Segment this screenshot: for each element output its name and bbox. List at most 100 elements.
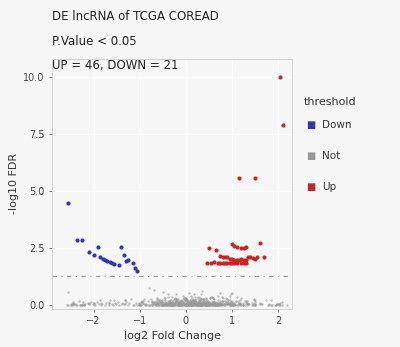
Point: [184, 297, 191, 303]
Point: [186, 299, 192, 305]
Point: [217, 302, 224, 308]
Point: [91, 301, 98, 306]
Point: [180, 299, 186, 305]
Point: [156, 298, 162, 303]
Point: [197, 299, 203, 305]
Point: [168, 300, 174, 305]
Point: [199, 302, 205, 307]
Point: [184, 302, 190, 307]
Point: [274, 302, 281, 307]
Point: [160, 302, 166, 308]
Point: [213, 301, 219, 307]
Point: [188, 301, 194, 307]
Point: [176, 298, 183, 304]
Point: [151, 287, 158, 293]
Point: [191, 303, 198, 308]
Point: [184, 298, 190, 304]
Point: [65, 200, 71, 205]
Point: [220, 260, 226, 265]
Point: [204, 260, 210, 266]
Point: [228, 300, 234, 306]
Point: [202, 303, 209, 308]
Point: [202, 301, 208, 306]
Point: [137, 302, 143, 307]
Point: [236, 301, 242, 306]
Point: [122, 301, 128, 307]
Point: [169, 294, 175, 300]
Point: [252, 256, 258, 261]
Point: [112, 301, 119, 307]
Point: [191, 291, 197, 297]
Point: [136, 301, 143, 306]
Point: [192, 300, 198, 305]
Point: [201, 302, 207, 307]
Point: [235, 303, 242, 308]
Point: [198, 301, 205, 306]
Point: [234, 298, 241, 304]
Point: [189, 299, 196, 305]
Point: [145, 302, 151, 308]
Point: [210, 259, 217, 265]
Point: [218, 301, 224, 306]
Point: [190, 300, 196, 306]
Point: [151, 300, 158, 305]
Point: [175, 300, 181, 306]
Point: [206, 300, 212, 306]
Point: [240, 257, 247, 263]
Point: [185, 299, 191, 305]
Point: [186, 300, 192, 306]
Point: [69, 301, 76, 307]
Point: [203, 299, 210, 305]
Point: [190, 302, 197, 308]
Point: [176, 302, 182, 308]
Point: [219, 302, 226, 308]
Point: [243, 301, 250, 306]
Point: [221, 301, 227, 307]
Point: [85, 302, 92, 307]
Point: [192, 299, 199, 305]
Point: [198, 298, 204, 303]
Point: [230, 301, 236, 306]
Point: [164, 302, 170, 308]
Point: [198, 303, 204, 308]
Point: [175, 296, 182, 302]
Point: [229, 241, 235, 247]
Point: [120, 252, 127, 258]
Point: [178, 297, 184, 303]
Point: [196, 302, 203, 308]
Point: [134, 269, 140, 274]
Point: [161, 301, 168, 306]
Point: [169, 301, 175, 306]
Point: [221, 298, 228, 304]
Point: [139, 301, 145, 306]
Point: [156, 302, 162, 307]
Point: [187, 302, 193, 308]
Point: [172, 300, 178, 305]
Point: [174, 299, 181, 304]
Point: [218, 301, 224, 307]
Point: [189, 302, 196, 307]
Point: [149, 303, 155, 308]
Point: [178, 302, 184, 307]
Point: [167, 302, 173, 307]
Point: [210, 301, 217, 306]
Point: [196, 298, 202, 303]
Point: [175, 299, 182, 305]
Point: [187, 299, 193, 305]
Point: [182, 296, 189, 301]
Point: [180, 300, 186, 305]
Point: [209, 302, 216, 308]
Point: [242, 302, 248, 307]
Point: [242, 298, 248, 304]
Point: [212, 300, 218, 305]
Point: [173, 297, 179, 302]
Point: [231, 303, 238, 308]
Point: [177, 301, 183, 306]
Point: [237, 297, 243, 303]
Point: [206, 301, 212, 307]
Point: [154, 301, 160, 306]
Point: [150, 301, 157, 306]
Point: [224, 302, 230, 307]
Point: [218, 301, 224, 306]
Point: [69, 301, 75, 306]
